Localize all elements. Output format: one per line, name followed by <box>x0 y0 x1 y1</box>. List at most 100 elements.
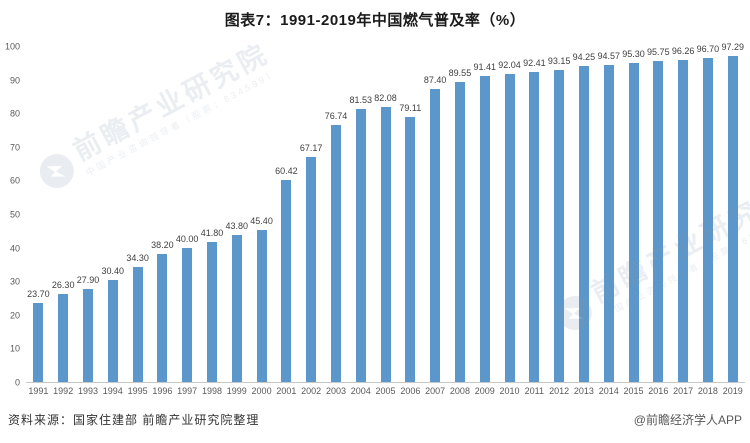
bar-value-label: 27.90 <box>76 274 100 285</box>
bar <box>702 58 713 382</box>
x-tick-label: 2018 <box>697 386 718 396</box>
bar-column: 60.42 <box>274 47 299 382</box>
bar-column: 95.30 <box>621 47 646 382</box>
bar-value-label: 95.75 <box>647 47 670 58</box>
bar-value-label: 60.42 <box>275 165 298 176</box>
bar-value-label: 30.40 <box>101 266 125 277</box>
x-tick-label: 1998 <box>201 386 222 396</box>
bar-value-label: 93.15 <box>547 55 571 66</box>
bar <box>256 229 267 382</box>
bar-value-label: 26.30 <box>51 279 75 290</box>
bar-value-label: 41.80 <box>200 227 224 238</box>
bar-column: 40.00 <box>175 47 200 382</box>
bar-column: 38.20 <box>150 47 175 382</box>
bar-column: 26.30 <box>51 47 76 382</box>
y-tick-label: 30 <box>9 276 20 287</box>
y-tick-label: 100 <box>4 41 20 52</box>
bar <box>231 235 242 382</box>
bar <box>554 69 565 382</box>
bar-column: 91.41 <box>472 47 497 382</box>
bar-column: 67.17 <box>299 47 324 382</box>
bar-series: 23.70 26.30 27.90 30.40 34.30 38.20 40.00 41.80… <box>26 43 745 382</box>
x-tick-label: 2008 <box>449 386 470 396</box>
bar <box>107 280 118 382</box>
y-tick-label: 40 <box>9 243 20 254</box>
bar-value-label: 43.80 <box>225 221 249 232</box>
x-tick-label: 2011 <box>524 386 545 396</box>
bar <box>479 75 490 382</box>
y-tick-label: 80 <box>9 108 20 119</box>
x-tick-label: 2002 <box>301 386 322 396</box>
bar-value-label: 87.40 <box>423 75 447 86</box>
chart-title: 图表7：1991-2019年中国燃气普及率（%） <box>224 12 526 29</box>
x-tick-label: 2005 <box>375 386 396 396</box>
y-tick-label: 50 <box>9 209 20 220</box>
x-tick-label: 2019 <box>722 386 743 396</box>
bar <box>454 82 465 382</box>
bar <box>206 241 217 382</box>
bar-value-label: 91.41 <box>473 61 496 72</box>
bar-value-label: 94.57 <box>597 51 620 62</box>
x-tick-label: 2016 <box>648 386 669 396</box>
bar <box>157 254 168 382</box>
bar <box>330 124 341 382</box>
bar-column: 41.80 <box>200 47 225 382</box>
bar <box>58 293 69 382</box>
bar-value-label: 38.20 <box>151 240 174 251</box>
bar <box>82 288 93 382</box>
bar-column: 96.70 <box>696 44 721 382</box>
bar-value-label: 97.29 <box>721 42 744 53</box>
bar-column: 94.57 <box>596 47 621 382</box>
bar-value-label: 79.11 <box>399 102 422 113</box>
bar-column: 79.11 <box>398 47 423 382</box>
bar <box>578 66 589 382</box>
bar-value-label: 82.08 <box>374 93 397 104</box>
x-tick-label: 2000 <box>251 386 272 396</box>
x-tick-label: 1994 <box>102 386 123 396</box>
x-tick-label: 2012 <box>549 386 570 396</box>
y-tick-label: 10 <box>9 343 20 354</box>
x-tick-label: 2014 <box>598 386 619 396</box>
x-tick-label: 2017 <box>673 386 694 396</box>
bar-column: 94.25 <box>572 47 597 382</box>
bar <box>355 108 366 382</box>
x-tick-label: 1996 <box>152 386 173 396</box>
attribution-note: @前瞻经济学人APP <box>633 413 742 427</box>
bar-column: 89.55 <box>448 47 473 382</box>
bar <box>603 65 614 382</box>
bar-value-label: 76.74 <box>324 110 348 121</box>
bar-column: 34.30 <box>125 47 150 382</box>
x-tick-label: 2007 <box>425 386 446 396</box>
bar-value-label: 96.70 <box>696 44 720 55</box>
x-tick-label: 1997 <box>177 386 198 396</box>
y-tick-label: 20 <box>9 310 20 321</box>
bar-column: 92.04 <box>497 47 522 382</box>
x-tick-label: 1999 <box>226 386 247 396</box>
bar <box>653 61 664 382</box>
bar-column: 45.40 <box>249 47 274 382</box>
x-tick-label: 2001 <box>276 386 297 396</box>
bar <box>306 156 317 382</box>
x-tick-label: 2003 <box>325 386 346 396</box>
bar-column: 82.08 <box>373 47 398 382</box>
plot-area: 23.70 26.30 27.90 30.40 34.30 38.20 40.00 41.80… <box>26 43 745 383</box>
y-tick-label: 70 <box>9 142 20 153</box>
bar-column: 30.40 <box>100 47 125 382</box>
x-tick-label: 1992 <box>53 386 74 396</box>
y-tick-label: 60 <box>9 175 20 186</box>
x-tick-label: 1993 <box>77 386 98 396</box>
x-tick-label: 2009 <box>474 386 495 396</box>
bar-column: 92.41 <box>522 47 547 382</box>
bar <box>727 56 738 382</box>
bar-column: 27.90 <box>76 47 101 382</box>
bar <box>380 107 391 382</box>
bar-column: 87.40 <box>423 47 448 382</box>
bar-value-label: 92.04 <box>498 59 521 70</box>
x-tick-label: 2010 <box>499 386 520 396</box>
y-tick-label: 0 <box>14 377 20 388</box>
bar <box>132 267 143 382</box>
bar-column: 93.15 <box>547 47 572 382</box>
source-note: 资料来源：国家住建部 前瞻产业研究院整理 <box>8 413 260 427</box>
bar-column: 97.29 <box>720 43 745 382</box>
